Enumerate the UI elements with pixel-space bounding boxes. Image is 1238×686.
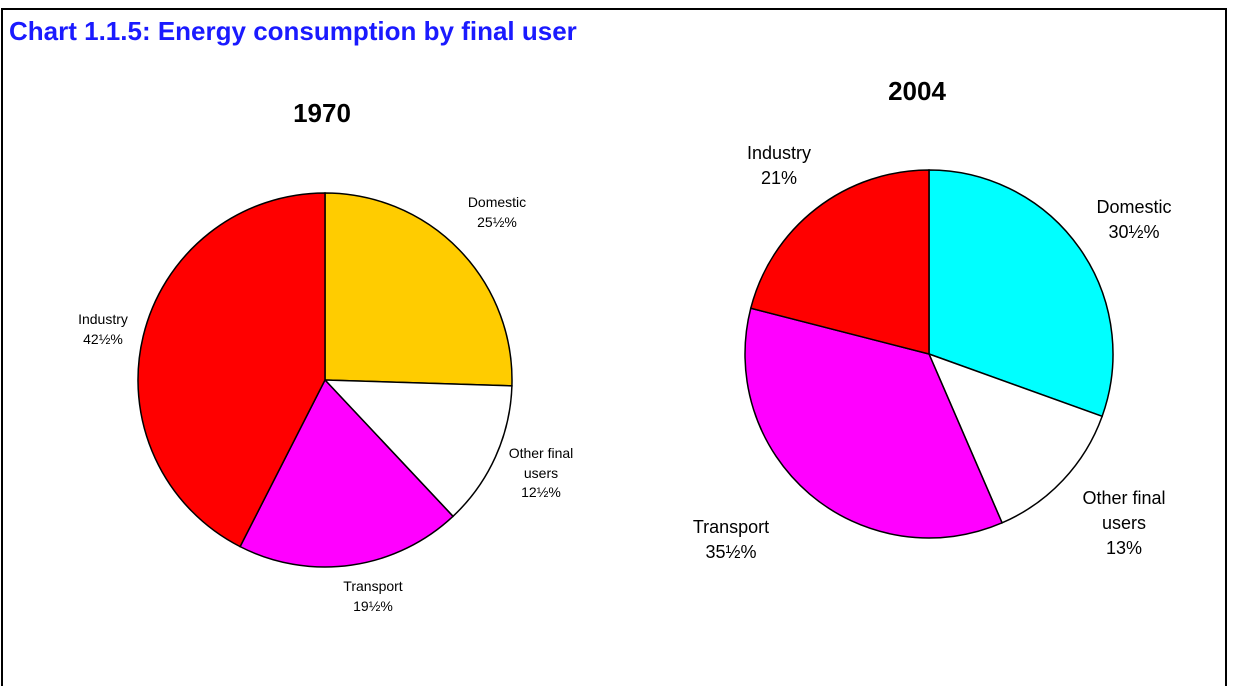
slice-label: Domestic 25½% <box>452 193 542 232</box>
slice-label: Other final users 12½% <box>496 444 586 503</box>
category-label: Other final users <box>508 445 574 481</box>
value-label: 35½% <box>705 542 757 563</box>
pie-slice <box>323 379 513 518</box>
value-label: 25½% <box>477 213 517 230</box>
value-label: 13% <box>1105 538 1143 559</box>
slice-label: Other final users 13% <box>1069 486 1179 562</box>
pie-slice <box>239 378 455 568</box>
category-label: Industry <box>746 143 812 163</box>
category-label: Transport <box>692 517 770 537</box>
pie-slice <box>137 192 326 548</box>
pie-slice <box>744 307 1004 539</box>
pie-slice <box>928 169 1114 418</box>
slice-label: Transport 35½% <box>676 515 786 565</box>
chart-title: Chart 1.1.5: Energy consumption by final… <box>9 16 577 46</box>
pie-slice <box>927 352 1104 524</box>
value-label: 21% <box>760 168 798 189</box>
category-label: Transport <box>343 578 403 594</box>
pie-slice <box>324 192 513 387</box>
frame <box>1 8 1227 686</box>
slice-label: Industry 21% <box>724 141 834 191</box>
category-label: Domestic <box>1096 197 1172 217</box>
value-label: 12½% <box>521 484 561 501</box>
pie-title: 1970 <box>293 98 351 128</box>
value-label: 42½% <box>83 330 123 347</box>
value-label: 30½% <box>1108 222 1160 243</box>
slice-label: Domestic 30½% <box>1079 195 1189 245</box>
category-label: Industry <box>78 311 128 327</box>
pie-slice <box>749 169 930 355</box>
slice-label: Transport 19½% <box>328 577 418 616</box>
category-label: Domestic <box>467 194 527 210</box>
value-label: 19½% <box>353 597 393 614</box>
category-label: Other final users <box>1082 488 1166 534</box>
pie-title: 2004 <box>888 76 946 106</box>
slice-label: Industry 42½% <box>58 310 148 349</box>
